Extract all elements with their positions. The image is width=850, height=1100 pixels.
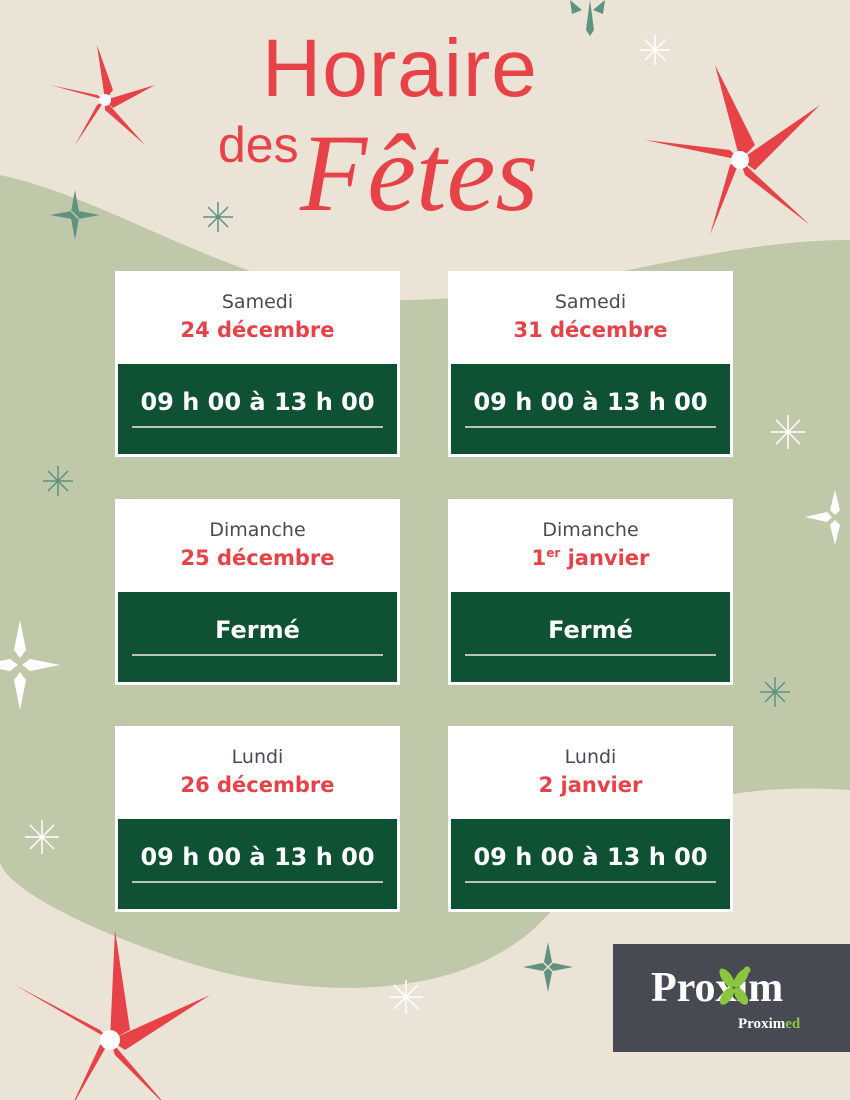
hours-box: 09 h 00 à 13 h 00	[118, 364, 397, 454]
hours-box: 09 h 00 à 13 h 00	[451, 364, 730, 454]
schedule-card: Lundi 26 décembre 09 h 00 à 13 h 00	[115, 726, 400, 912]
schedule-card: Samedi 31 décembre 09 h 00 à 13 h 00	[448, 271, 733, 457]
title-fetes: Fêtes	[300, 112, 539, 234]
date-label: 25 décembre	[180, 546, 335, 570]
date-number: 1	[531, 546, 547, 570]
date-month: janvier	[560, 546, 650, 570]
divider	[465, 654, 716, 656]
divider	[132, 881, 383, 883]
logo-main-text: Proxim	[651, 965, 784, 1011]
divider	[465, 881, 716, 883]
logo-sub-b: xim	[761, 1016, 786, 1032]
hours-box: 09 h 00 à 13 h 00	[451, 819, 730, 909]
date-label: 1er janvier	[448, 546, 733, 570]
day-label: Dimanche	[542, 519, 639, 541]
hours-label: Fermé	[215, 616, 300, 644]
hours-box: Fermé	[118, 592, 397, 682]
proxim-logo: Proxim Proximed	[613, 944, 850, 1052]
hours-box: 09 h 00 à 13 h 00	[118, 819, 397, 909]
date-label: 31 décembre	[513, 318, 668, 342]
date-label: 2 janvier	[538, 773, 643, 797]
snowflake-icon	[50, 0, 605, 992]
logo-sub-a: Pro	[738, 1016, 762, 1032]
day-label: Dimanche	[209, 519, 306, 541]
poinsettia-icon	[50, 45, 155, 145]
day-label: Samedi	[554, 291, 627, 313]
title-horaire: Horaire	[262, 23, 538, 114]
logo-sub-c: ed	[785, 1016, 801, 1032]
divider	[132, 654, 383, 656]
date-label: 24 décembre	[180, 318, 335, 342]
date-ordinal: er	[546, 546, 561, 560]
day-label: Lundi	[231, 746, 284, 768]
hours-label: Fermé	[548, 616, 633, 644]
schedule-card: Dimanche 25 décembre Fermé	[115, 499, 400, 685]
poinsettia-icon	[15, 930, 210, 1100]
divider	[132, 426, 383, 428]
title-des: des	[218, 117, 299, 173]
schedule-card: Samedi 24 décembre 09 h 00 à 13 h 00	[115, 271, 400, 457]
logo-sub-text: Proximed	[738, 1016, 800, 1033]
hours-label: 09 h 00 à 13 h 00	[473, 388, 708, 416]
poinsettia-icon	[645, 65, 820, 235]
day-label: Samedi	[221, 291, 294, 313]
sparkle-icon	[43, 202, 790, 707]
snowflake-icon	[0, 490, 840, 710]
schedule-card: Dimanche 1er janvier Fermé	[448, 499, 733, 685]
hours-label: 09 h 00 à 13 h 00	[140, 843, 375, 871]
date-label: 26 décembre	[180, 773, 335, 797]
leaf-x-icon	[719, 966, 751, 1005]
day-label: Lundi	[564, 746, 617, 768]
hours-label: 09 h 00 à 13 h 00	[140, 388, 375, 416]
schedule-card: Lundi 2 janvier 09 h 00 à 13 h 00	[448, 726, 733, 912]
hours-box: Fermé	[451, 592, 730, 682]
sparkle-icon	[25, 35, 805, 1014]
divider	[465, 426, 716, 428]
hours-label: 09 h 00 à 13 h 00	[473, 843, 708, 871]
